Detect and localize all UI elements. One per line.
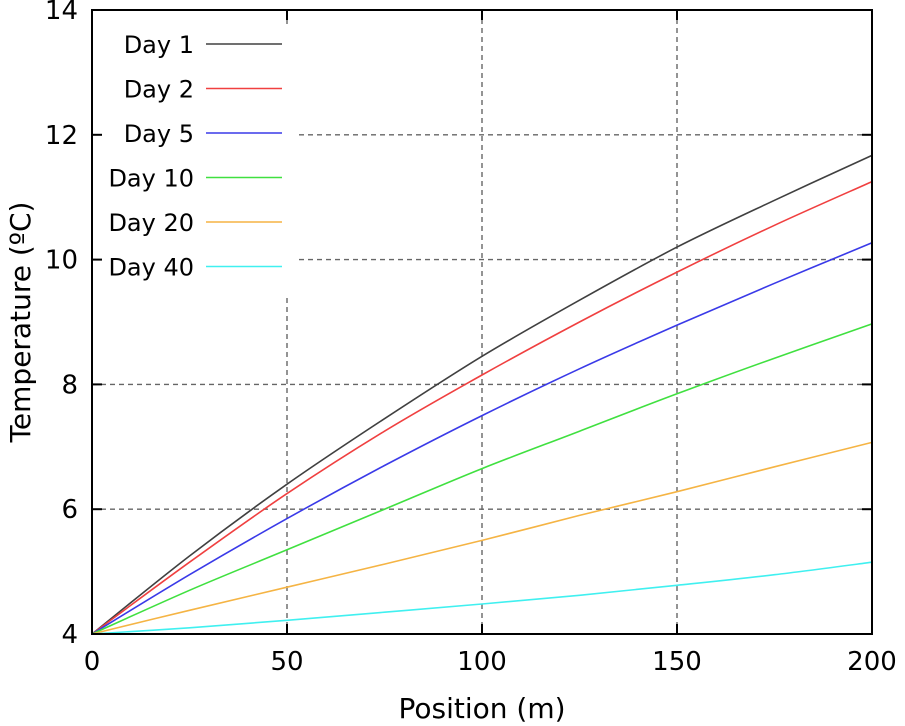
series-line-day-2 <box>91 180 873 635</box>
y-tick-label: 4 <box>61 620 78 650</box>
series-lines <box>91 154 873 635</box>
y-tick-label: 6 <box>61 495 78 525</box>
legend-label-day-5: Day 5 <box>124 120 194 148</box>
tick-labels: 0 50 100 150 200 4 6 8 10 12 14 <box>45 0 897 677</box>
y-axis-title: Temperature (ºC) <box>4 202 37 444</box>
legend-label-day-10: Day 10 <box>108 165 194 193</box>
x-tick-label: 200 <box>847 647 897 677</box>
y-tick-label: 10 <box>45 246 78 276</box>
x-tick-label: 50 <box>270 647 303 677</box>
y-tick-label: 14 <box>45 0 78 26</box>
x-axis-title: Position (m) <box>398 692 565 725</box>
y-tick-label: 12 <box>45 121 78 151</box>
series-line-day-20 <box>91 441 873 635</box>
legend-label-day-2: Day 2 <box>124 76 194 104</box>
legend: Day 1 Day 2 Day 5 Day 10 Day 20 Day 40 <box>108 31 282 282</box>
series-line-day-5 <box>91 242 873 635</box>
x-tick-label: 150 <box>652 647 702 677</box>
series-line-day-40 <box>91 561 873 635</box>
legend-label-day-40: Day 40 <box>108 254 194 282</box>
series-line-day-10 <box>91 323 873 635</box>
legend-label-day-20: Day 20 <box>108 209 194 237</box>
x-tick-label: 100 <box>457 647 507 677</box>
axis-ticks <box>91 9 873 635</box>
legend-label-day-1: Day 1 <box>124 31 194 59</box>
legend-background <box>96 24 296 295</box>
x-tick-label: 0 <box>84 647 101 677</box>
series-line-day-1 <box>91 154 873 635</box>
y-tick-label: 8 <box>61 370 78 400</box>
